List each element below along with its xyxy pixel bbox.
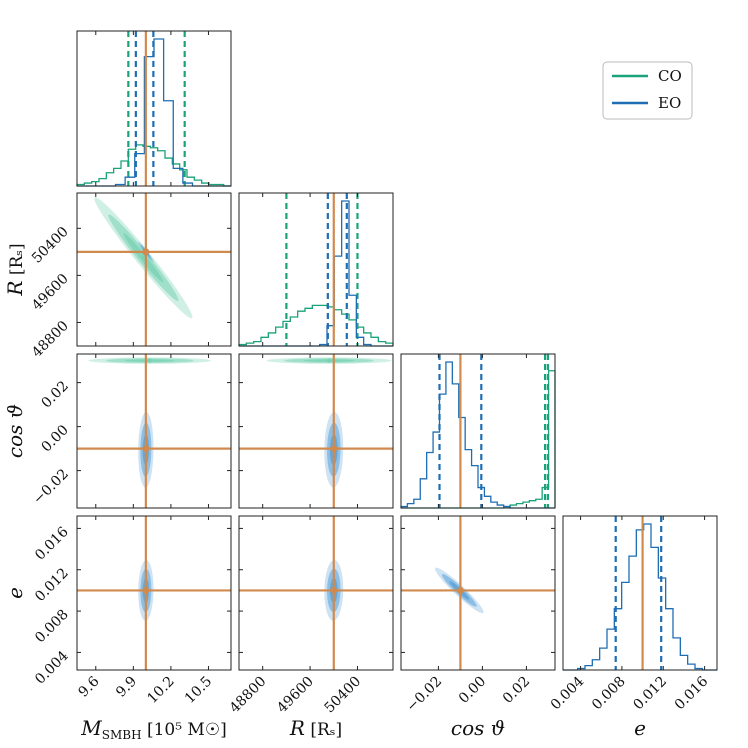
panel-R-cos-truth-point: [330, 445, 338, 453]
panel-hist-R-eo-histogram: [239, 200, 393, 347]
panel-frame-2-3: [400, 515, 556, 671]
panel-R-cos-co-peak: [326, 358, 332, 363]
y-tick-label-R: 48800: [29, 318, 72, 361]
panel-cos-e-truth-point: [456, 586, 464, 594]
panel-hist-e-eo-histogram: [563, 523, 717, 671]
x-tick-label-cos: 0.00: [456, 674, 489, 707]
x-tick-label-M: 9.6: [76, 673, 103, 700]
y-tick-label-cos: −0.02: [30, 466, 72, 508]
panel-M-cos-truth-point: [142, 445, 150, 453]
panel-hist-R-co-histogram: [238, 304, 394, 346]
y-tick-label-e: 0.004: [32, 648, 72, 688]
x-tick-label-e: 0.016: [672, 673, 712, 713]
panel-frame-0-2: [76, 353, 232, 509]
x-tick-label-M: 10.5: [182, 674, 215, 707]
panel-frame-1-1: [238, 192, 394, 347]
panel-M-R-truth-point: [142, 248, 150, 256]
y-tick-label-R: 50400: [29, 224, 72, 267]
x-axis-label-cos: cos ϑ: [451, 716, 505, 740]
x-tick-label-R: 50400: [321, 674, 364, 717]
panel-M-cos-bg: [77, 354, 231, 508]
x-tick-label-M: 9.9: [113, 674, 140, 701]
panel-frame-0-0: [76, 30, 232, 187]
y-tick-label-cos: 0.00: [38, 422, 71, 455]
y-tick-label-e: 0.016: [32, 524, 72, 564]
y-tick-label-e: 0.008: [32, 607, 72, 647]
panel-hist-M-co-histogram: [76, 144, 231, 187]
x-tick-label-e: 0.012: [630, 674, 670, 714]
panel-frame-1-3: [238, 515, 394, 671]
x-tick-label-cos: 0.02: [500, 674, 533, 707]
legend: CO EO: [602, 61, 693, 120]
x-tick-label-e: 0.008: [589, 674, 629, 714]
y-axis-label-R: R [Rₛ]: [3, 243, 27, 296]
panel-M-e-bg: [77, 516, 231, 670]
y-tick-label-e: 0.012: [32, 565, 72, 605]
panel-M-e-truth-point: [142, 586, 150, 594]
x-tick-label-R: 48800: [227, 674, 270, 717]
legend-label-eo: EO: [658, 94, 681, 112]
panel-M-R-co-peak: [141, 255, 146, 260]
panel-frame-0-3: [76, 515, 232, 671]
x-axis-label-e: e: [634, 716, 646, 740]
panel-R-cos-bg: [239, 354, 393, 508]
x-tick-label-R: 49600: [274, 674, 317, 717]
y-tick-label-cos: 0.02: [38, 378, 71, 411]
panel-hist-cos-eo-histogram: [400, 361, 555, 509]
x-tick-label-cos: −0.02: [404, 674, 446, 716]
panel-frame-1-2: [238, 353, 394, 509]
panel-M-cos-co-peak: [147, 358, 152, 363]
panel-M-cos-co-contours: [88, 357, 211, 364]
legend-label-co: CO: [658, 67, 682, 85]
panel-frame-3-3: [562, 515, 718, 671]
panel-frame-2-2: [400, 353, 556, 509]
panel-cos-e-bg: [401, 516, 555, 670]
panel-frame-0-1: [76, 192, 232, 347]
y-axis-label-cos: cos ϑ: [3, 404, 27, 458]
panel-M-R-co-contours: [94, 197, 193, 319]
y-axis-label-e: e: [3, 587, 27, 599]
x-tick-label-M: 10.2: [144, 674, 177, 707]
x-tick-label-e: 0.004: [548, 673, 588, 713]
panel-R-cos-co-contours: [266, 357, 392, 364]
panel-R-e-truth-point: [330, 586, 338, 594]
x-axis-label-R: R [Rₛ]: [289, 716, 342, 740]
panel-R-e-bg: [239, 516, 393, 670]
y-tick-label-R: 49600: [29, 271, 72, 314]
x-axis-label-M: MSMBH [10⁵ M☉]: [80, 716, 226, 742]
